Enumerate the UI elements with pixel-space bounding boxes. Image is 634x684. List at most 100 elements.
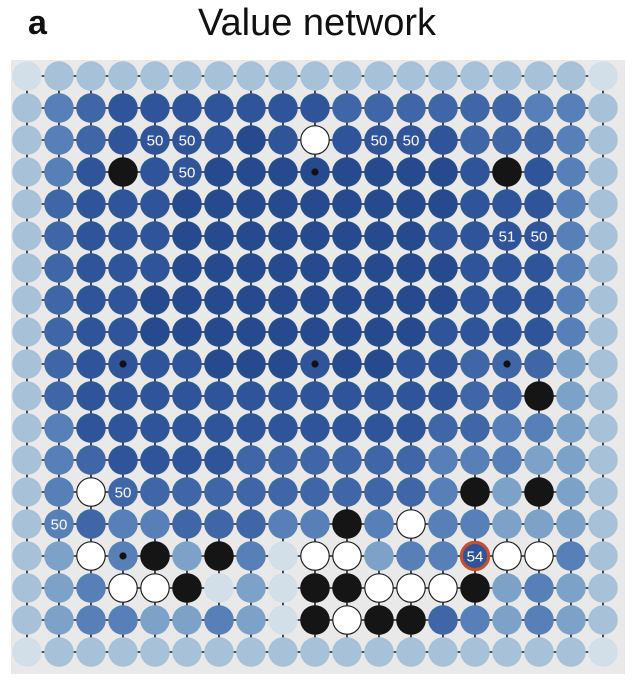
star-point [503, 360, 511, 368]
star-point [119, 552, 127, 560]
value-cell [588, 573, 618, 603]
value-cell [236, 381, 266, 411]
value-cell [268, 125, 298, 155]
value-cell [364, 477, 394, 507]
value-cell [236, 61, 266, 91]
value-cells [12, 61, 618, 667]
value-cell [556, 93, 586, 123]
value-cell [76, 445, 106, 475]
value-cell [268, 317, 298, 347]
value-cell [556, 189, 586, 219]
value-cell [108, 605, 138, 635]
white-stone [140, 573, 170, 603]
value-cell [44, 253, 74, 283]
value-cell [108, 125, 138, 155]
value-cell [76, 413, 106, 443]
value-cell [492, 93, 522, 123]
value-cell [556, 221, 586, 251]
value-cell [172, 541, 202, 571]
value-cell [428, 93, 458, 123]
black-stone [332, 509, 362, 539]
value-cell [588, 445, 618, 475]
value-cell [428, 509, 458, 539]
value-cell [524, 605, 554, 635]
value-cell [12, 93, 42, 123]
black-stone [396, 605, 426, 635]
value-cell [524, 125, 554, 155]
value-cell [268, 253, 298, 283]
value-cell [332, 445, 362, 475]
value-cell [236, 573, 266, 603]
value-cell [524, 317, 554, 347]
value-cell [236, 157, 266, 187]
value-cell [204, 445, 234, 475]
value-cell [332, 157, 362, 187]
value-cell [428, 285, 458, 315]
value-cell [76, 93, 106, 123]
value-cell [204, 637, 234, 667]
value-cell [364, 637, 394, 667]
value-cell [300, 317, 330, 347]
value-cell [12, 61, 42, 91]
black-stone [460, 573, 490, 603]
value-cell [140, 637, 170, 667]
value-cell [524, 573, 554, 603]
value-cell [428, 541, 458, 571]
value-cell [524, 189, 554, 219]
value-cell [492, 125, 522, 155]
value-label: 50 [147, 133, 164, 150]
value-cell [76, 189, 106, 219]
value-cell [108, 61, 138, 91]
value-cell [236, 189, 266, 219]
black-stone [300, 605, 330, 635]
black-stone [108, 157, 138, 187]
value-cell [12, 381, 42, 411]
value-cell [204, 125, 234, 155]
value-cell [364, 445, 394, 475]
value-cell [44, 349, 74, 379]
white-stone [300, 541, 330, 571]
value-cell [12, 285, 42, 315]
black-stone [332, 573, 362, 603]
value-cell [556, 125, 586, 155]
value-cell [300, 221, 330, 251]
value-cell [460, 125, 490, 155]
black-stone [204, 541, 234, 571]
value-cell [428, 221, 458, 251]
value-cell [364, 509, 394, 539]
value-label: 50 [531, 229, 548, 246]
value-cell [588, 253, 618, 283]
value-cell [76, 157, 106, 187]
value-cell [236, 317, 266, 347]
value-cell [204, 573, 234, 603]
value-cell [76, 573, 106, 603]
value-cell [108, 285, 138, 315]
value-cell [12, 413, 42, 443]
black-stone [172, 573, 202, 603]
value-cell [332, 61, 362, 91]
value-cell [236, 93, 266, 123]
value-cell [364, 253, 394, 283]
value-cell [268, 349, 298, 379]
value-cell [204, 157, 234, 187]
value-cell [428, 349, 458, 379]
value-cell [140, 221, 170, 251]
value-cell [556, 413, 586, 443]
black-stone [364, 605, 394, 635]
value-cell [236, 285, 266, 315]
value-cell [428, 381, 458, 411]
value-cell [588, 285, 618, 315]
value-cell [108, 445, 138, 475]
value-cell [268, 541, 298, 571]
value-cell [588, 125, 618, 155]
value-cell [492, 221, 522, 251]
value-cell [332, 189, 362, 219]
value-cell [300, 61, 330, 91]
value-cell [300, 445, 330, 475]
value-cell [524, 413, 554, 443]
value-cell [108, 381, 138, 411]
value-cell [524, 445, 554, 475]
value-cell [332, 285, 362, 315]
value-cell [204, 61, 234, 91]
star-point [119, 360, 127, 368]
